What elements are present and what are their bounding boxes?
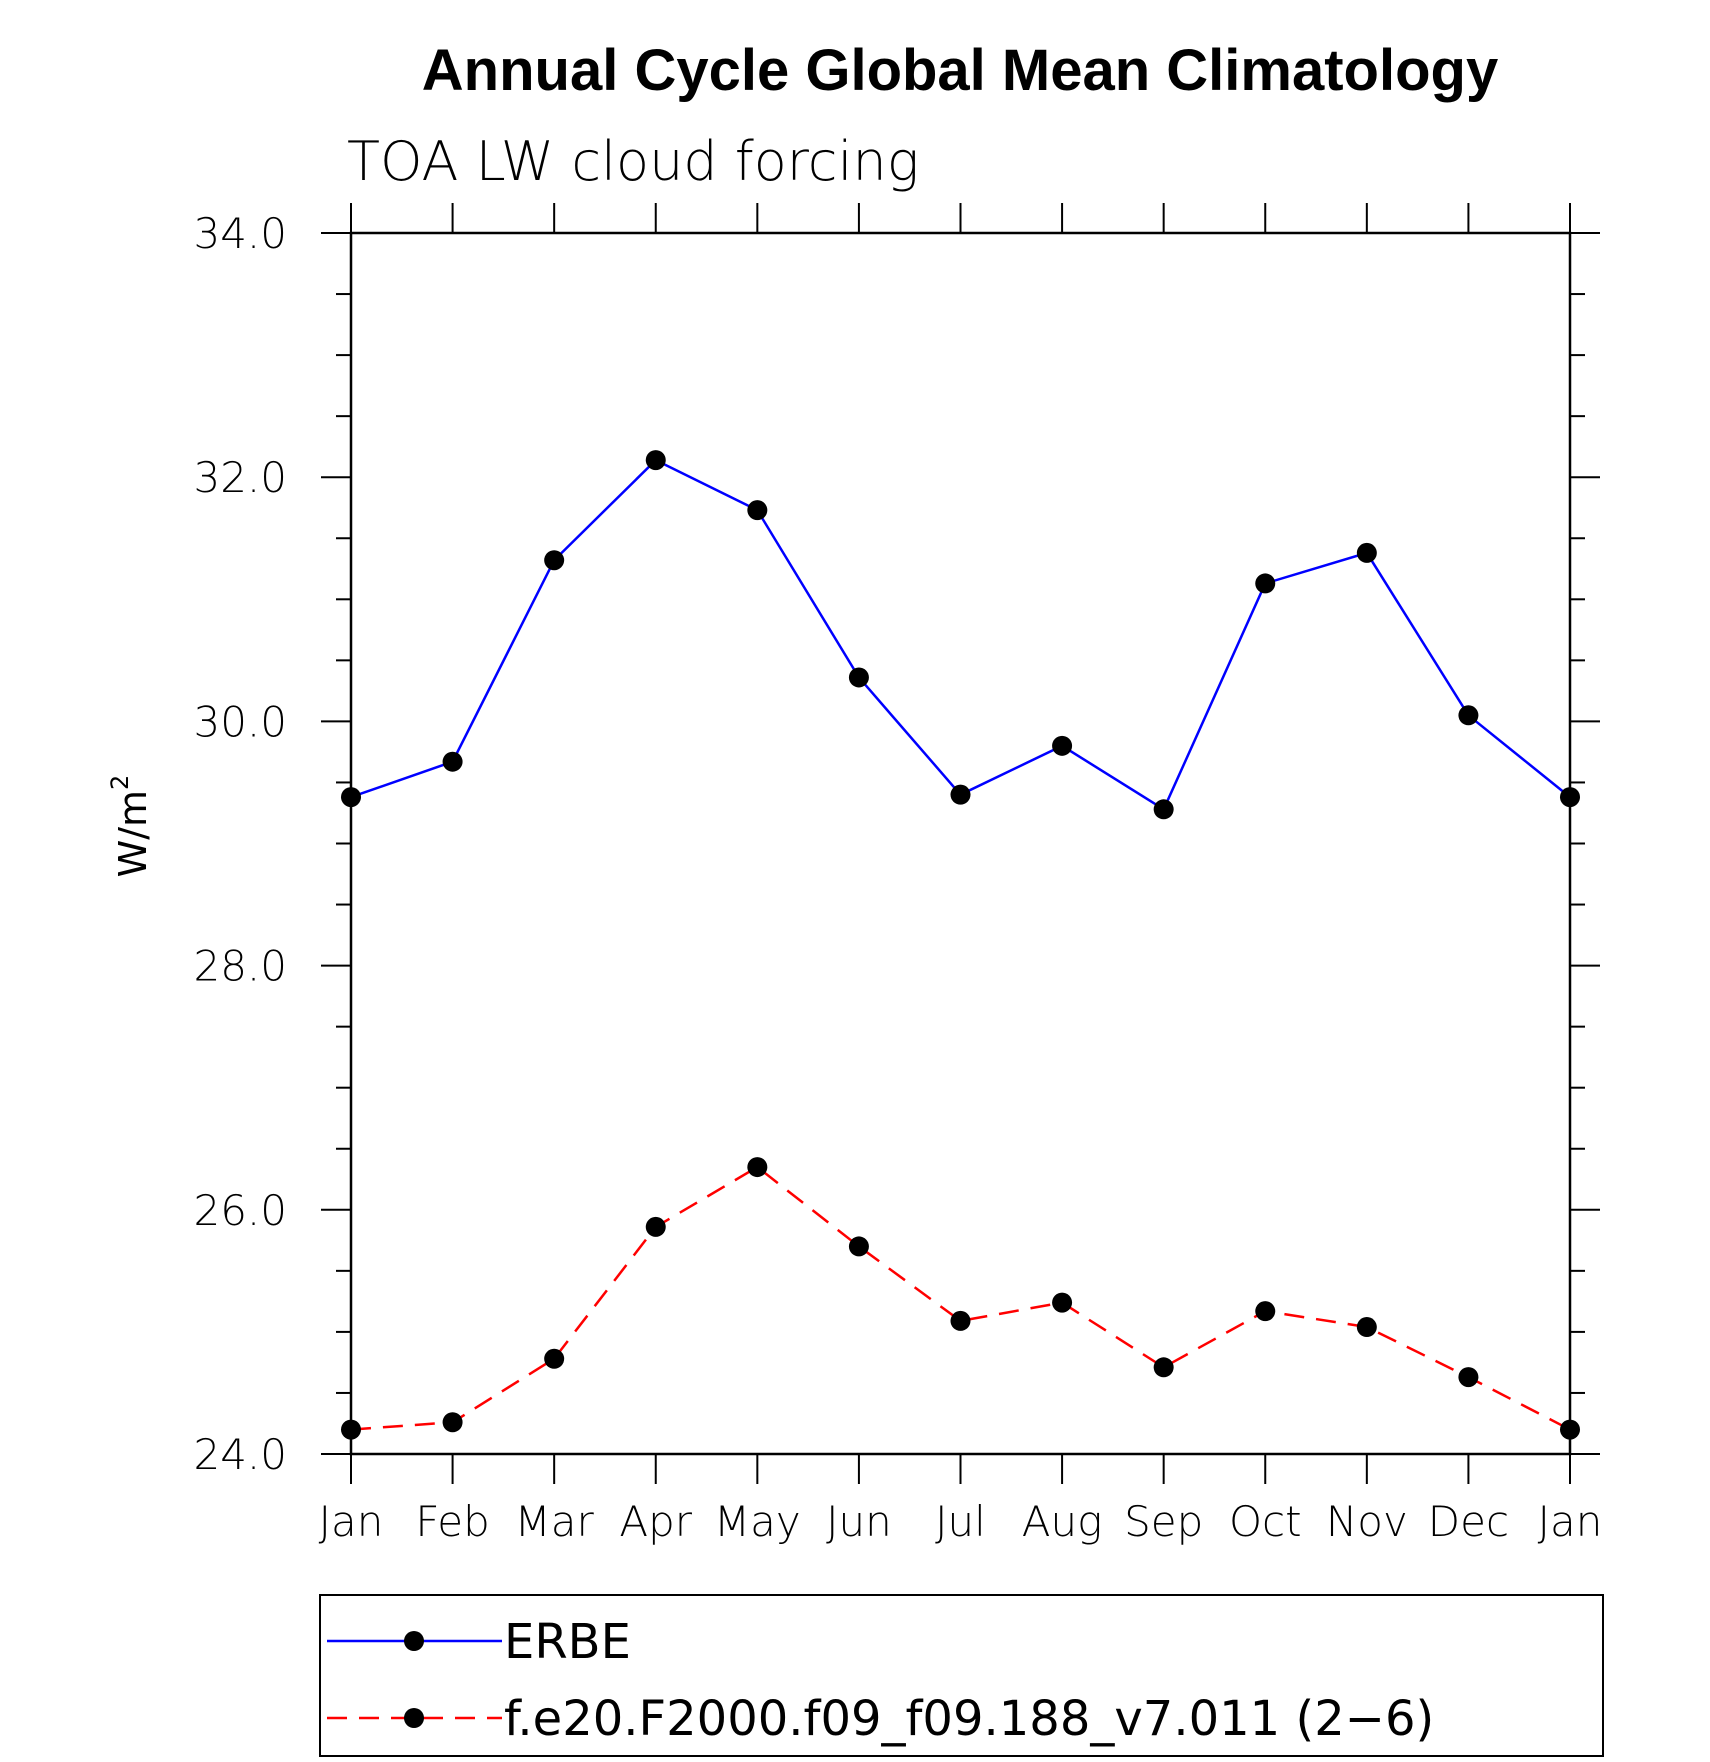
- series-1-point: [1153, 799, 1174, 820]
- legend-box: [319, 1594, 1604, 1757]
- series-line-1: [350, 458, 1571, 812]
- legend-label-2: f.e20.F2000.f09_f09.188_v7.011 (2−6): [504, 1691, 1434, 1747]
- series-line-2: [350, 1165, 1571, 1431]
- x-tick-label: Feb: [415, 1497, 489, 1546]
- y-tick-label: 32.0: [193, 453, 287, 502]
- x-tick-label: Dec: [1428, 1497, 1509, 1546]
- series-1-point: [1052, 735, 1073, 756]
- y-axis-label-base: W/m: [111, 790, 155, 877]
- series-1-point: [950, 784, 971, 805]
- y-tick-label: 30.0: [193, 697, 287, 746]
- y-axis-label-superscript: 2: [106, 775, 134, 790]
- x-tick-label: May: [714, 1497, 801, 1546]
- series-1-point: [1255, 573, 1276, 594]
- series-2-point: [1560, 1419, 1580, 1440]
- x-tick-label: Jul: [935, 1497, 986, 1546]
- series-2-point: [1255, 1301, 1276, 1322]
- y-axis-label: W/m2: [106, 775, 155, 878]
- series-1-point: [848, 667, 869, 688]
- series-1-point: [747, 500, 768, 521]
- y-tick-label: 34.0: [193, 209, 287, 258]
- series-1-point: [1458, 705, 1479, 726]
- y-tick-label: 26.0: [193, 1186, 287, 1235]
- series-2-point: [645, 1216, 666, 1237]
- series-1-point: [645, 450, 666, 471]
- chart-subtitle: TOA LW cloud forcing: [347, 130, 919, 193]
- x-tick-label: Sep: [1124, 1497, 1203, 1546]
- series-2-point: [848, 1236, 869, 1257]
- legend-marker-2: [404, 1708, 424, 1728]
- x-tick-label: Jun: [826, 1497, 892, 1546]
- x-tick-label: Aug: [1022, 1497, 1103, 1546]
- series-1-point: [1356, 542, 1377, 563]
- x-tick-label: Apr: [619, 1497, 692, 1546]
- plot-axes: 24.0 26.0 28.0 30.0 32.0 34.0 Jan Feb Mar Apr May J…: [193, 203, 1602, 1546]
- series-2-point: [1153, 1357, 1174, 1378]
- x-tick-label: Nov: [1326, 1497, 1408, 1546]
- series-2-point: [544, 1348, 565, 1369]
- y-tick-label: 24.0: [193, 1430, 287, 1479]
- x-tick-label: Mar: [515, 1497, 595, 1546]
- series-1-point: [341, 787, 361, 808]
- x-tick-label: Jan: [319, 1497, 384, 1546]
- series-2-point: [341, 1419, 361, 1440]
- plot-series: [341, 450, 1580, 1440]
- series-2-point: [747, 1157, 768, 1178]
- x-tick-label: Jan: [1538, 1497, 1603, 1546]
- legend: ERBE f.e20.F2000.f09_f09.188_v7.011 (2−6): [327, 1614, 1434, 1747]
- chart-title: Annual Cycle Global Mean Climatology: [422, 38, 1498, 103]
- series-1-point: [544, 550, 565, 571]
- plot-frame: [349, 231, 1572, 1456]
- series-2-point: [950, 1310, 971, 1331]
- series-1-point: [442, 751, 463, 772]
- series-2-point: [1052, 1292, 1073, 1313]
- svg-text:W/m2: W/m2: [106, 775, 155, 878]
- legend-marker-1: [404, 1631, 424, 1651]
- y-tick-label: 28.0: [193, 942, 287, 991]
- series-2-point: [1356, 1317, 1377, 1338]
- series-1-point: [1560, 787, 1580, 808]
- series-2-point: [442, 1412, 463, 1433]
- legend-label-1: ERBE: [504, 1614, 631, 1670]
- series-2-point: [1458, 1367, 1479, 1388]
- x-tick-label: Oct: [1229, 1497, 1302, 1546]
